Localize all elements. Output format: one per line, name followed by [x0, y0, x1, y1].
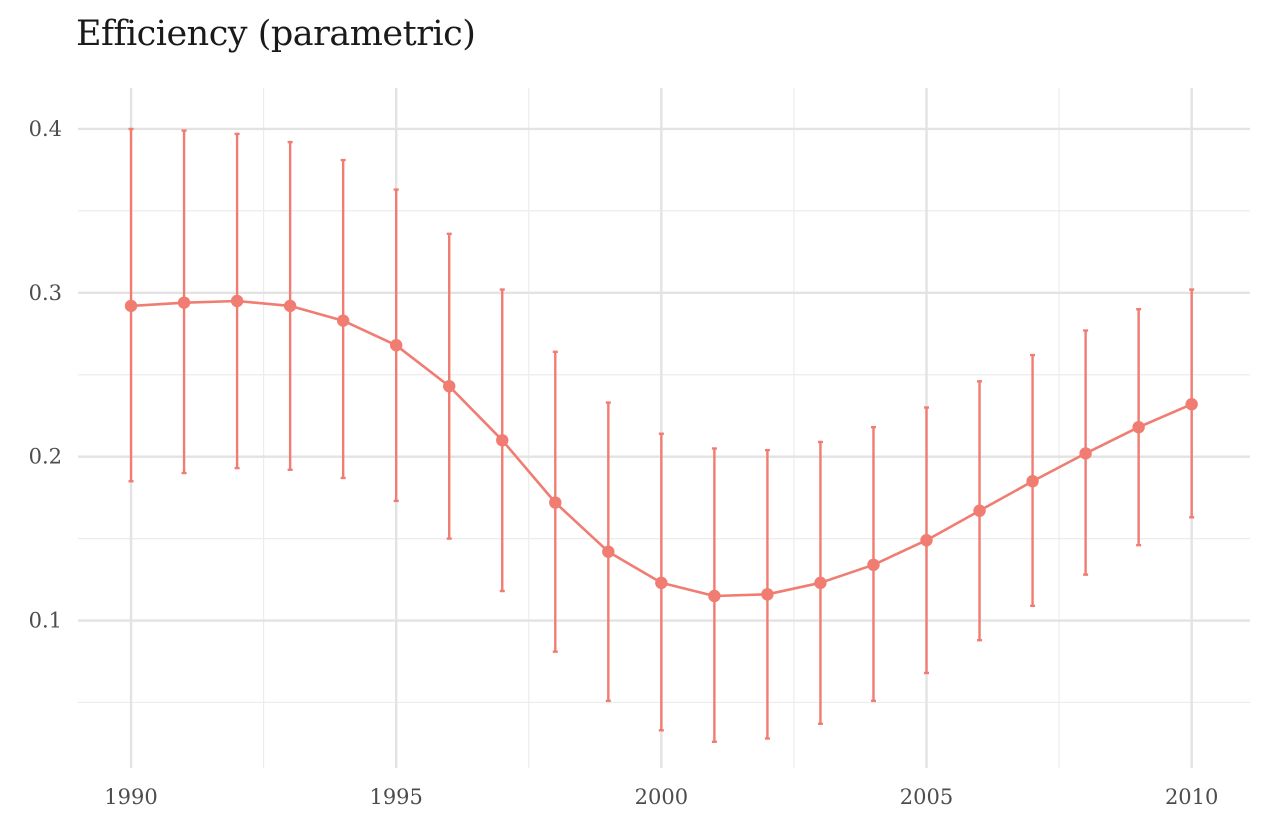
y-tick-label: 0.4: [29, 117, 62, 141]
data-point: [1079, 447, 1092, 460]
data-point: [549, 496, 562, 509]
data-point: [655, 576, 668, 590]
x-tick-label: 2010: [1165, 785, 1218, 809]
data-point: [920, 534, 933, 547]
data-point: [389, 339, 403, 352]
data-point: [761, 588, 774, 601]
data-point: [1132, 420, 1145, 434]
x-tick-label: 1990: [104, 785, 157, 809]
data-point: [283, 299, 297, 313]
data-point: [973, 504, 986, 517]
data-point: [230, 294, 244, 308]
x-tick-label: 2005: [900, 785, 953, 809]
data-point: [814, 576, 827, 590]
data-point: [177, 296, 191, 309]
data-point: [124, 299, 138, 313]
y-tick-label: 0.2: [29, 445, 62, 469]
y-tick-label: 0.1: [29, 609, 62, 633]
data-point: [867, 558, 880, 572]
y-tick-label: 0.3: [29, 281, 62, 305]
data-point: [336, 314, 350, 327]
data-point: [443, 380, 456, 393]
chart-title: Efficiency (parametric): [76, 14, 476, 54]
data-point: [1026, 475, 1039, 488]
data-point: [708, 589, 721, 603]
x-tick-label: 1995: [369, 785, 422, 809]
data-point: [602, 545, 615, 558]
x-tick-label: 2000: [635, 785, 688, 809]
data-point: [496, 434, 509, 447]
data-point: [1185, 398, 1198, 411]
